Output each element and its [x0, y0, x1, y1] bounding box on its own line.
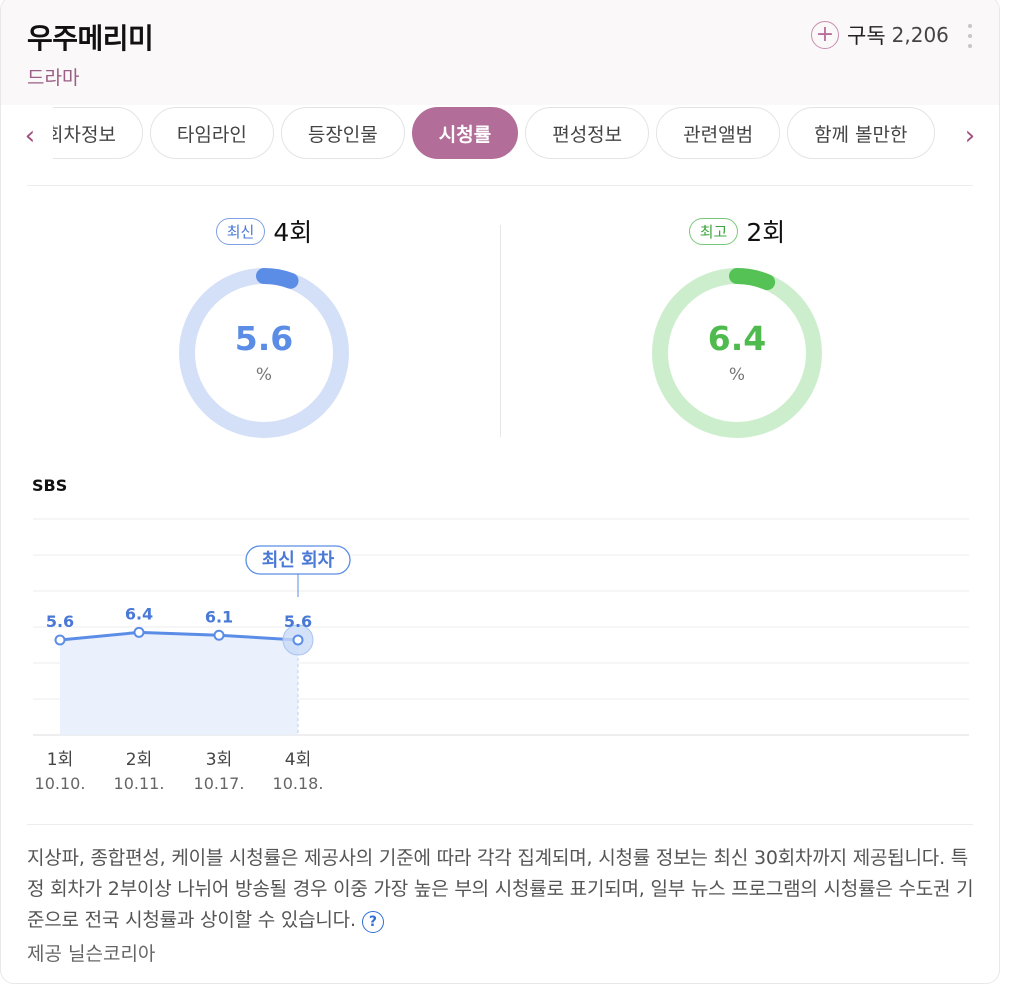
highest-rating: 최고 2회 6.4 %: [617, 211, 857, 438]
latest-value: 5.6: [234, 319, 294, 358]
tabs-next-arrow-icon[interactable]: ›: [964, 121, 976, 151]
subscribe-count: 2,206: [891, 23, 949, 47]
latest-ring: [178, 267, 350, 439]
latest-badge: 최신: [215, 217, 266, 245]
data-label: 6.1: [205, 607, 233, 626]
tab-6[interactable]: 함께 볼만한: [787, 107, 935, 159]
subscribe-button[interactable]: + 구독 2,206: [811, 18, 949, 52]
tab-5[interactable]: 관련앨범: [656, 107, 781, 159]
x-tick-episode: 1회: [47, 750, 73, 770]
x-tick-episode: 4회: [285, 750, 311, 770]
more-options-icon[interactable]: [963, 24, 977, 48]
latest-episode: 4회: [273, 218, 313, 247]
series-line: [59, 630, 299, 642]
tabs-prev-arrow-icon[interactable]: ‹: [24, 121, 36, 151]
data-label: 6.4: [125, 604, 153, 623]
highest-ring: [651, 267, 823, 439]
latest-ring-progress: [179, 268, 349, 438]
callout-box: [245, 545, 351, 575]
highest-unit: %: [728, 365, 746, 385]
data-point[interactable]: [213, 629, 225, 641]
subscribe-label: 구독: [847, 24, 886, 48]
tab-3[interactable]: 시청률: [411, 107, 519, 159]
header: [1, 0, 999, 105]
tab-bar: ‹ 회차정보타임라인등장인물시청률편성정보관련앨범함께 볼만한 ›: [1, 107, 999, 165]
program-genre: 드라마: [27, 67, 80, 89]
x-tick-episode: 2회: [126, 750, 152, 770]
program-title[interactable]: 우주메리미: [27, 22, 154, 55]
help-icon[interactable]: ?: [361, 911, 384, 933]
data-point[interactable]: [133, 626, 145, 638]
x-tick-episode: 3회: [206, 750, 232, 770]
tab-1[interactable]: 타임라인: [149, 107, 274, 159]
data-point[interactable]: [292, 634, 304, 646]
notice-body: 지상파, 종합편성, 케이블 시청률은 제공사의 기준에 따라 각각 집계되며,…: [27, 847, 974, 931]
tab-list: 회차정보타임라인등장인물시청률편성정보관련앨범함께 볼만한: [53, 107, 935, 159]
x-tick-date: 10.10.: [35, 774, 86, 793]
data-label: 5.6: [284, 612, 312, 631]
notice-text: 지상파, 종합편성, 케이블 시청률은 제공사의 기준에 따라 각각 집계되며,…: [27, 843, 977, 936]
ratings-chart: 최신 회차 5.6 1회 10.10. 6.4 2회 10.11. 6.1 3회 10.17. 5.…: [1, 497, 999, 817]
divider: [27, 185, 973, 186]
highest-episode: 2회: [746, 218, 786, 247]
x-tick-date: 10.17.: [194, 774, 245, 793]
divider: [27, 824, 973, 825]
tab-2[interactable]: 등장인물: [280, 107, 405, 159]
highest-badge: 최고: [688, 217, 739, 245]
latest-unit: %: [255, 365, 273, 385]
broadcaster-label: SBS: [32, 476, 68, 495]
callout-label: 최신 회차: [262, 550, 335, 571]
tab-0[interactable]: 회차정보: [53, 107, 143, 159]
x-tick-date: 10.11.: [114, 774, 165, 793]
highest-value: 6.4: [707, 319, 767, 358]
x-tick-date: 10.18.: [273, 774, 324, 793]
highest-ring-progress: [652, 268, 822, 438]
plus-icon: +: [811, 21, 839, 49]
data-provider: 제공 닐슨코리아: [27, 943, 156, 965]
divider: [500, 225, 501, 437]
tab-4[interactable]: 편성정보: [525, 107, 650, 159]
data-label: 5.6: [46, 612, 74, 631]
latest-rating: 최신 4회 5.6 %: [144, 211, 384, 438]
data-point[interactable]: [54, 634, 66, 646]
series-area: [60, 632, 298, 735]
